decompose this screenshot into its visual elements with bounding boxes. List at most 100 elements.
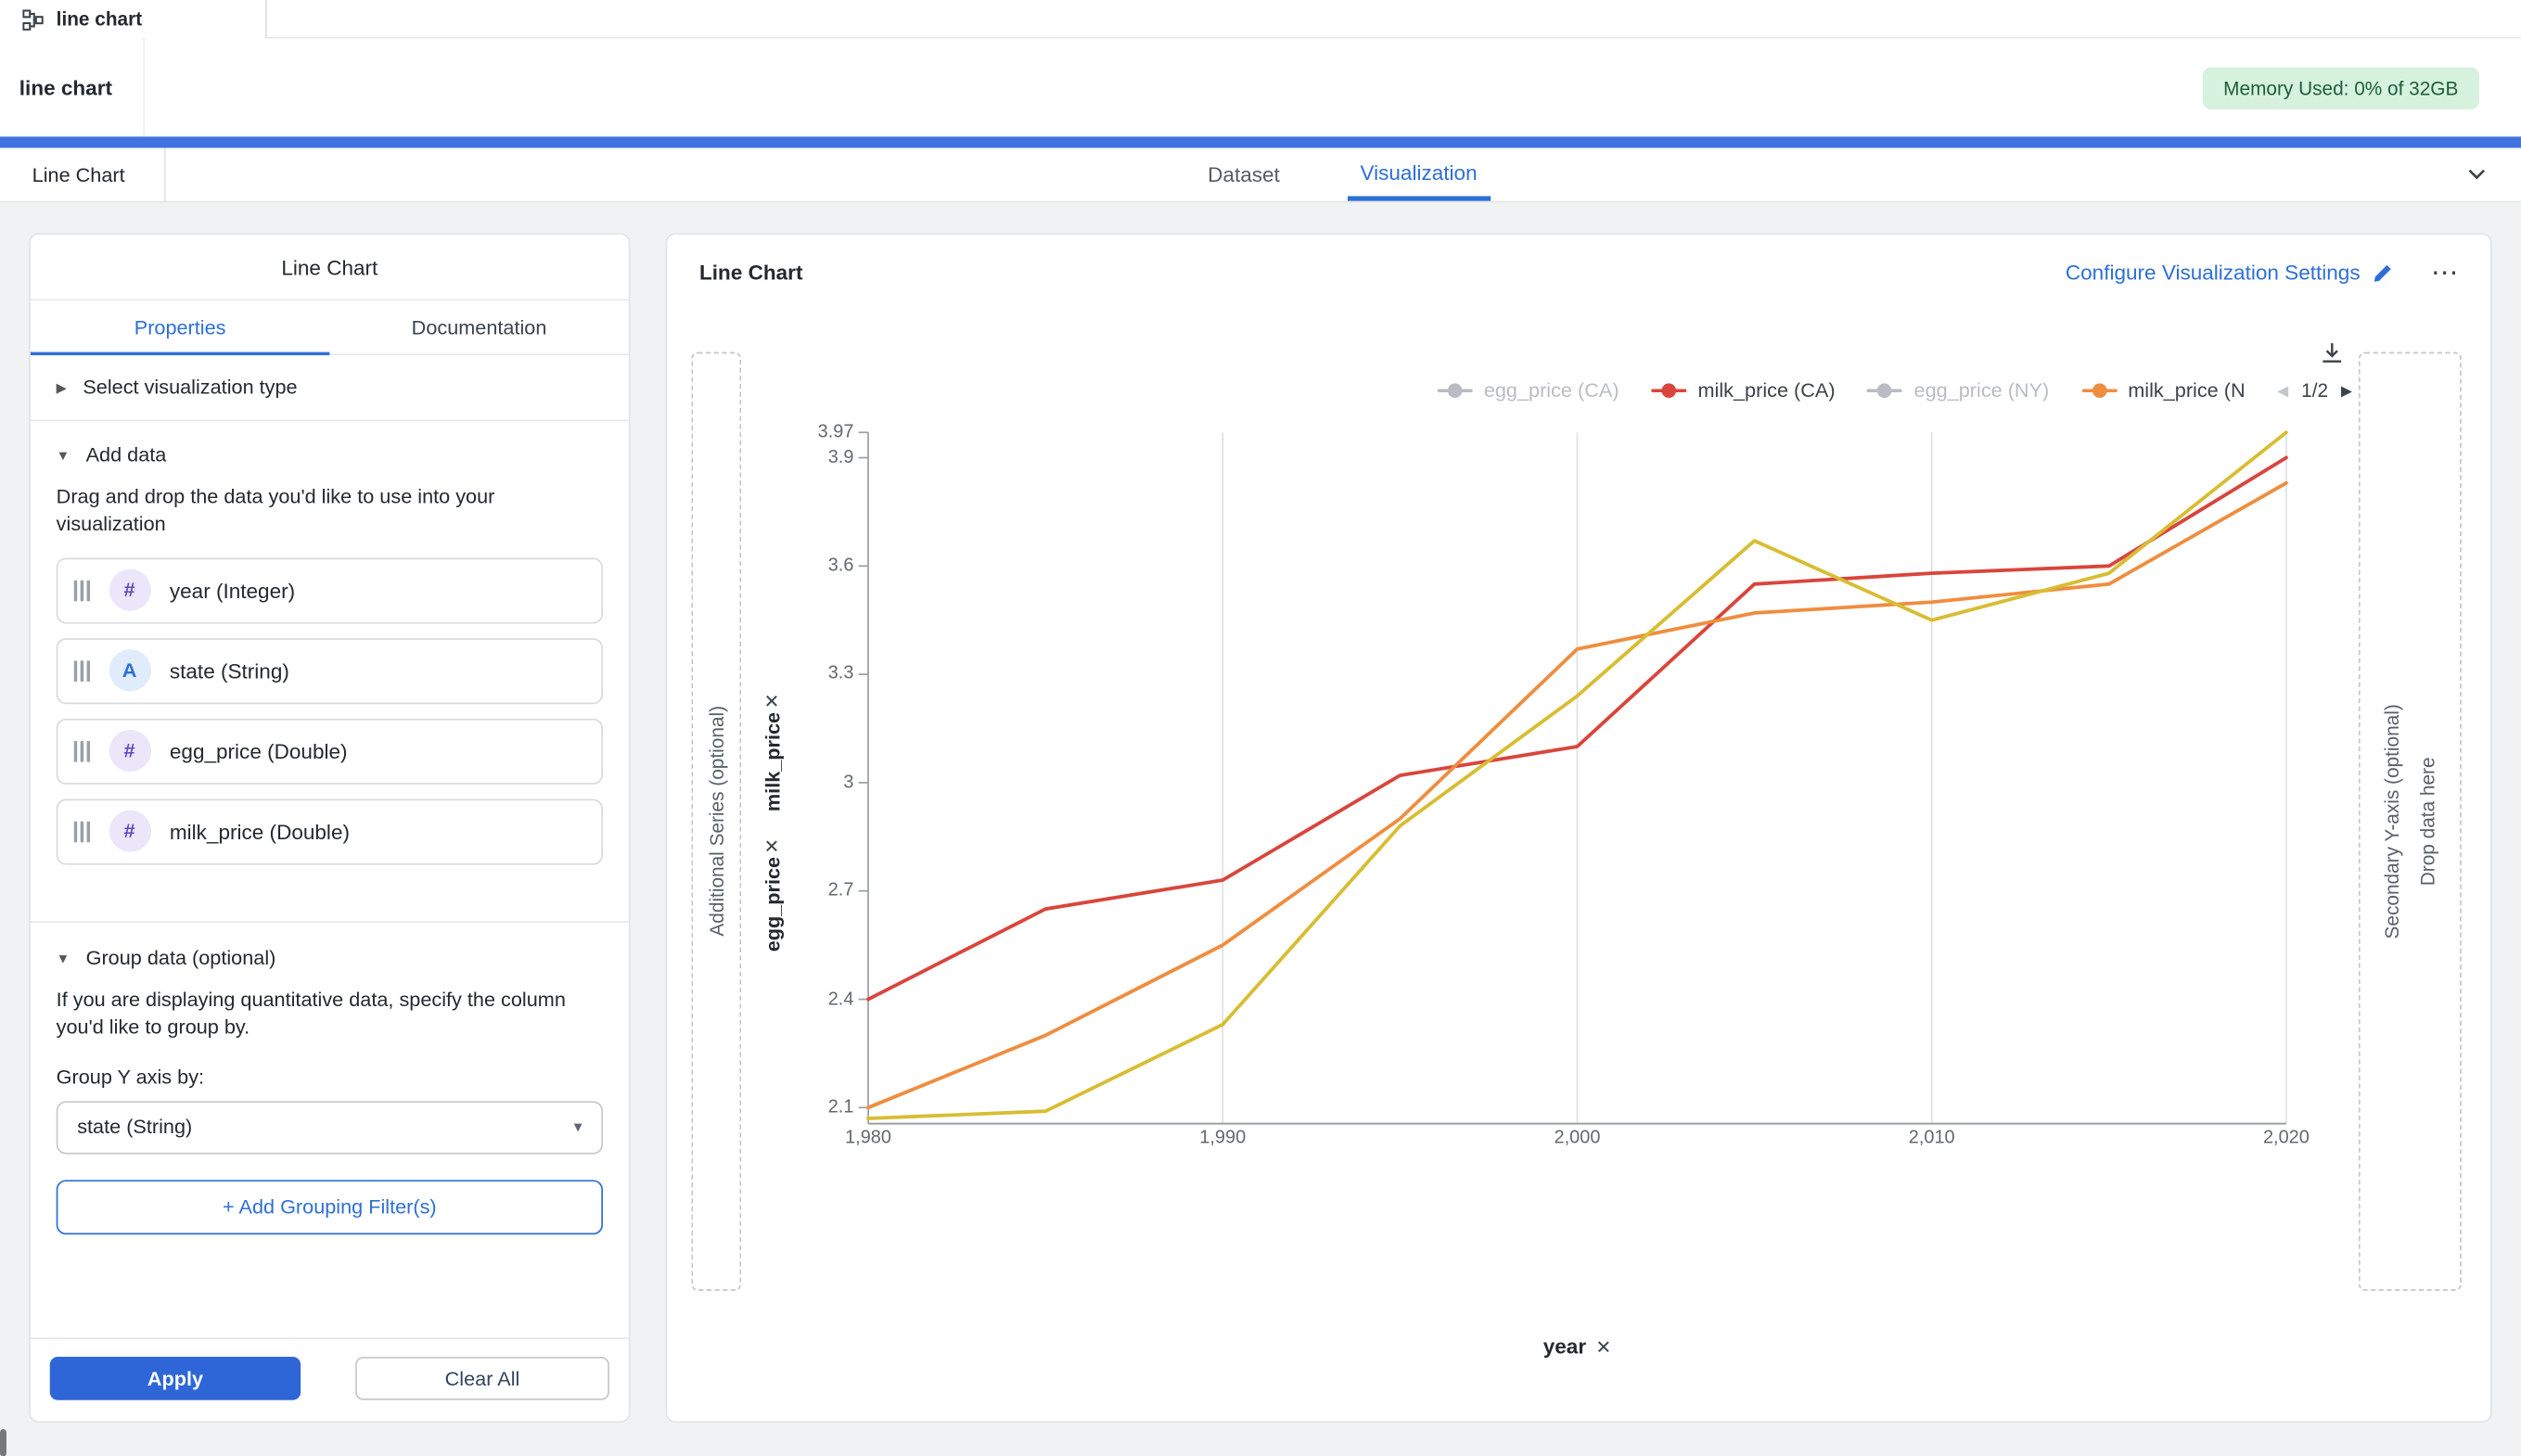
- legend-item[interactable]: egg_price (NY): [1867, 379, 2049, 402]
- section-label: Add data: [85, 443, 167, 466]
- caret-down-icon: ▼: [56, 446, 70, 463]
- x-tick-label: 2,000: [1554, 1128, 1601, 1148]
- drag-handle-icon[interactable]: [73, 821, 90, 842]
- overflow-menu-icon[interactable]: ⋯: [2430, 257, 2461, 288]
- series-line: [866, 455, 2288, 1002]
- field-type-icon: #: [109, 730, 151, 773]
- main-content: Line Chart Properties Documentation ▶ Se…: [0, 202, 2521, 1456]
- data-field-item[interactable]: # milk_price (Double): [56, 798, 604, 865]
- y-tick-label: 2.1: [827, 1097, 854, 1118]
- field-label: state (String): [169, 658, 289, 683]
- tab-visualization[interactable]: Visualization: [1347, 147, 1491, 201]
- legend-marker-icon: [1437, 383, 1473, 399]
- drag-handle-icon[interactable]: [73, 659, 90, 682]
- remove-field-icon[interactable]: ✕: [1595, 1338, 1612, 1358]
- data-field-item[interactable]: # year (Integer): [56, 557, 604, 624]
- viz-panel-title: Line Chart: [30, 235, 629, 301]
- caret-down-icon: ▼: [56, 949, 70, 965]
- clear-all-button[interactable]: Clear All: [355, 1356, 609, 1400]
- x-tick-label: 1,990: [1199, 1128, 1247, 1148]
- chart-title: Line Chart: [699, 260, 803, 285]
- memory-usage-badge: Memory Used: 0% of 32GB: [2202, 66, 2479, 109]
- browser-tab-title: line chart: [56, 7, 143, 31]
- caret-right-icon: ▶: [56, 378, 68, 395]
- tab-properties[interactable]: Properties: [30, 300, 330, 356]
- page-title: line chart: [0, 38, 146, 137]
- y-tick-label: 2.4: [827, 990, 854, 1009]
- legend-marker-icon: [1651, 383, 1687, 399]
- legend-page-indicator: 1/2: [2301, 379, 2329, 402]
- data-field-item[interactable]: # egg_price (Double): [56, 718, 604, 785]
- result-title: Line Chart: [0, 147, 165, 201]
- tabstrip-background: [266, 0, 2521, 39]
- remove-field-icon[interactable]: ✕: [763, 834, 784, 857]
- panel-footer: Apply Clear All: [30, 1337, 629, 1421]
- result-tabs: Dataset Visualization: [1195, 147, 1491, 201]
- app-header: line chart Memory Used: 0% of 32GB: [0, 38, 2521, 137]
- configure-visualization-settings-link[interactable]: Configure Visualization Settings: [2066, 261, 2392, 285]
- legend-item[interactable]: milk_price (CA): [1651, 379, 1836, 402]
- x-field-year[interactable]: year ✕: [1543, 1335, 1611, 1359]
- section-add-data: ▼ Add data Drag and drop the data you'd …: [31, 421, 629, 879]
- drag-handle-icon[interactable]: [73, 580, 90, 601]
- y-axis-fields: milk_price✕ egg_price✕: [762, 690, 785, 952]
- remove-field-icon[interactable]: ✕: [763, 689, 784, 712]
- dropzone-hint: Drop data here: [2416, 757, 2439, 887]
- field-type-icon: #: [109, 569, 151, 612]
- workflow-icon: [22, 8, 44, 31]
- field-label: egg_price (Double): [169, 738, 348, 763]
- legend-item[interactable]: egg_price (CA): [1437, 379, 1619, 402]
- x-tick-label: 2,020: [2262, 1128, 2310, 1148]
- result-toolbar: Line Chart Dataset Visualization: [0, 147, 2521, 203]
- y-tick-label: 2.7: [827, 881, 854, 901]
- dropzone-label: Secondary Y-axis (optional): [2381, 704, 2404, 939]
- config-link-label: Configure Visualization Settings: [2065, 260, 2361, 285]
- add-grouping-filter-button[interactable]: + Add Grouping Filter(s): [56, 1179, 604, 1234]
- y-field-label: egg_price: [761, 856, 785, 952]
- dropzone-label: Additional Series (optional): [705, 706, 728, 938]
- legend-label: egg_price (CA): [1483, 379, 1619, 402]
- apply-button[interactable]: Apply: [49, 1356, 301, 1400]
- properties-panel: Line Chart Properties Documentation ▶ Se…: [29, 233, 631, 1424]
- group-by-select[interactable]: state (String) ▾: [56, 1100, 604, 1154]
- download-chart-icon[interactable]: [2320, 340, 2344, 364]
- scrollbar-thumb[interactable]: [0, 1428, 6, 1456]
- field-type-icon: A: [109, 649, 151, 692]
- section-label: Group data (optional): [85, 946, 276, 969]
- select-value: state (String): [77, 1115, 193, 1139]
- browser-tabstrip: line chart: [0, 0, 2521, 39]
- group-y-axis-label: Group Y axis by:: [56, 1065, 205, 1088]
- tab-dataset[interactable]: Dataset: [1208, 162, 1280, 187]
- tab-documentation[interactable]: Documentation: [411, 316, 547, 339]
- additional-series-dropzone[interactable]: Additional Series (optional): [691, 351, 742, 1291]
- chart-legend: egg_price (CA) milk_price (CA) egg_price (…: [1437, 379, 2246, 402]
- pencil-icon: [2373, 262, 2392, 282]
- field-type-icon: #: [109, 811, 151, 853]
- section-select-visualization-type[interactable]: ▶ Select visualization type: [30, 355, 629, 422]
- y-tick-label: 3.3: [827, 664, 854, 684]
- legend-item[interactable]: milk_price (N: [2080, 379, 2246, 402]
- y-tick-label: 3: [843, 773, 854, 793]
- y-tick-label: 3.6: [827, 556, 854, 576]
- legend-prev-icon[interactable]: ◀: [2277, 381, 2289, 399]
- browser-tab[interactable]: line chart: [0, 0, 267, 39]
- legend-pager: ◀ 1/2 ▶: [2277, 379, 2352, 402]
- add-data-header[interactable]: ▼ Add data: [57, 443, 603, 466]
- y-field-milk-price[interactable]: milk_price✕: [762, 690, 785, 811]
- y-tick-label: 3.97: [817, 422, 854, 442]
- legend-label: egg_price (NY): [1913, 379, 2050, 402]
- chevron-down-icon[interactable]: [2464, 162, 2489, 186]
- group-data-header[interactable]: ▼ Group data (optional): [57, 947, 603, 969]
- add-data-help: Drag and drop the data you'd like to use…: [56, 485, 495, 536]
- legend-marker-icon: [1867, 383, 1903, 399]
- field-label: milk_price (Double): [169, 819, 350, 844]
- canvas-header: Line Chart Configure Visualization Setti…: [667, 235, 2490, 302]
- chart-plot-area[interactable]: [855, 430, 2288, 1130]
- field-label: year (Integer): [169, 578, 296, 603]
- legend-next-icon[interactable]: ▶: [2340, 381, 2352, 399]
- drag-handle-icon[interactable]: [73, 740, 90, 762]
- secondary-y-axis-dropzone[interactable]: Secondary Y-axis (optional) Drop data he…: [2358, 351, 2462, 1291]
